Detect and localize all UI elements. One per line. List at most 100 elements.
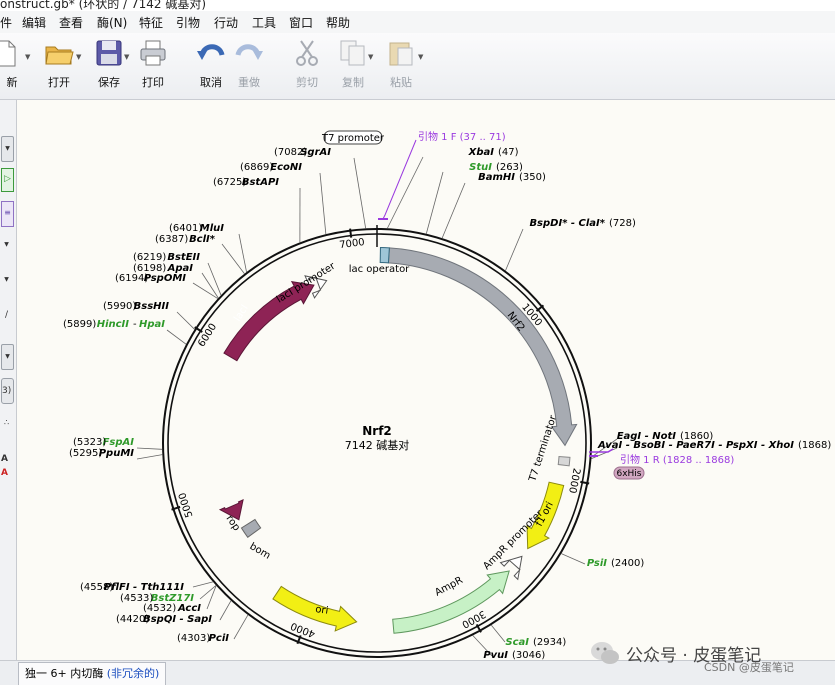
paste-button[interactable]: 粘贴 [382, 38, 420, 90]
enzyme-set-text: 独一 6+ 内切酶 [25, 667, 107, 680]
lac-operator-feature[interactable] [380, 248, 389, 263]
enzyme-leader-line [354, 158, 366, 228]
menu-window[interactable]: 窗口 [289, 14, 313, 31]
enzyme-pcii[interactable]: PciI [209, 633, 230, 644]
primer-r-label[interactable]: 引物 1 R (1828 .. 1868) [620, 453, 734, 466]
enzyme-bspqi[interactable]: BspQI - SapI [143, 614, 212, 625]
enzyme-bsshii-pos: (5990) [103, 301, 136, 312]
enzyme-leader-line [442, 183, 465, 238]
floppy-disk-icon [94, 38, 124, 68]
enzyme-psii[interactable]: PsiI [587, 558, 607, 569]
side-more-icon[interactable]: ∴ [1, 418, 12, 427]
primer-f-leader [383, 140, 416, 219]
enzyme-xbai[interactable]: XbaI [468, 147, 495, 158]
watermark-sub: CSDN @皮蛋笔记 [704, 659, 794, 675]
menu-features[interactable]: 特征 [139, 14, 163, 31]
enzyme-leader-line [193, 582, 213, 587]
tick-label: 6000 [196, 322, 219, 349]
enzyme-bsteii[interactable]: BstEII [167, 252, 200, 263]
side-dropdown-icon-2[interactable]: ▼ [1, 344, 14, 370]
enzyme-fspai-pos: (5323) [73, 437, 106, 448]
redo-button[interactable]: 重做 [230, 38, 268, 90]
scissors-icon [292, 38, 322, 68]
open-dropdown-icon[interactable]: ▼ [76, 53, 81, 61]
new-dropdown-icon[interactable]: ▼ [25, 53, 30, 61]
enzyme-set-tab[interactable]: 独一 6+ 内切酶 (非冗余的) [18, 662, 166, 685]
map-name: Nrf2 [362, 424, 392, 438]
menu-enzymes[interactable]: 酶(N) [97, 14, 127, 31]
enzyme-bamhi-pos: (350) [519, 172, 546, 183]
enzyme-pflfi-pos: (4558) [80, 582, 113, 593]
side-arrow-icon-1[interactable]: ▼ [1, 241, 12, 248]
enzyme-hpai[interactable]: HpaI [139, 319, 165, 330]
bom-feature[interactable] [241, 519, 260, 537]
enzyme-scai[interactable]: ScaI [505, 637, 529, 648]
t7-promoter-label: T7 promoter [321, 133, 385, 144]
primer-f-label[interactable]: 引物 1 F (37 .. 71) [418, 130, 506, 143]
primer-tool-icon[interactable]: ≡ [1, 201, 14, 227]
enzyme-sgrai-pos: (7082) [274, 147, 307, 158]
menu-actions[interactable]: 行动 [214, 14, 238, 31]
enzyme-leader-line [137, 448, 162, 449]
menu-tools[interactable]: 工具 [252, 14, 276, 31]
copy-button[interactable]: 复制 [334, 38, 372, 90]
enzyme-pspomi[interactable]: PspOMI [144, 273, 187, 284]
enzyme-acci[interactable]: AccI [177, 603, 201, 614]
copy-icon [338, 38, 368, 68]
new-button[interactable]: 新 [0, 38, 24, 90]
open-button[interactable]: 打开 [36, 38, 82, 90]
font-color-icon-a[interactable]: A [1, 468, 12, 478]
redo-icon [234, 38, 264, 68]
menu-primers[interactable]: 引物 [176, 14, 200, 31]
enzyme-bcli[interactable]: BclI* [189, 234, 216, 245]
t7-terminator-feature[interactable] [558, 457, 570, 466]
his-tag-label: 6xHis [616, 469, 641, 479]
enzyme-econi[interactable]: EcoNI [270, 162, 302, 173]
save-dropdown-icon[interactable]: ▼ [124, 53, 129, 61]
enzyme-bsshii[interactable]: BssHII [134, 301, 170, 312]
side-button[interactable]: 3) [1, 378, 14, 404]
cut-button[interactable]: 剪切 [288, 38, 326, 90]
enzyme-leader-line [426, 172, 443, 234]
enzyme-pcii-pos: (4303) [177, 633, 210, 644]
pen-icon[interactable]: ∕ [1, 310, 12, 320]
enzyme-fspai[interactable]: FspAI [103, 437, 135, 448]
enzyme-bspdi[interactable]: BspDI* - ClaI* [529, 218, 605, 229]
enzyme-leader-line [137, 455, 162, 459]
menu-edit[interactable]: 编辑 [22, 14, 46, 31]
print-button[interactable]: 打印 [134, 38, 172, 90]
enzyme-leader-line [222, 244, 244, 274]
save-button[interactable]: 保存 [86, 38, 132, 90]
enzyme-hincii-pos: (5899) [63, 319, 96, 330]
side-dropdown-icon[interactable]: ▼ [1, 136, 14, 162]
enzyme-leader-line [167, 330, 186, 344]
enzyme-psii-pos: (2400) [611, 558, 644, 569]
menu-help[interactable]: 帮助 [326, 14, 350, 31]
window-title: onstruct.gb* (环状的 / 7142 碱基对) [0, 0, 206, 11]
enzyme-leader-line [387, 157, 423, 228]
enzyme-ppumi[interactable]: PpuMI [99, 448, 135, 459]
menu-view[interactable]: 查看 [59, 14, 83, 31]
play-icon[interactable]: ▷ [1, 168, 14, 192]
enzyme-pvui[interactable]: PvuI [483, 650, 508, 660]
watermark: 公众号 · 皮蛋笔记 CSDN @皮蛋笔记 [590, 637, 830, 667]
paste-dropdown-icon[interactable]: ▼ [418, 53, 423, 61]
enzyme-hincii[interactable]: HincII [97, 319, 130, 330]
copy-dropdown-icon[interactable]: ▼ [368, 53, 373, 61]
enzyme-bamhi[interactable]: BamHI [478, 172, 515, 183]
menu-file[interactable]: 件 [0, 14, 12, 31]
enzyme-bstapi-pos: (6725) [213, 177, 246, 188]
enzyme-leader-line [202, 273, 218, 298]
enzyme-bstapi[interactable]: BstAPI [242, 177, 279, 188]
enzyme-mlui[interactable]: MluI [200, 223, 224, 234]
undo-button[interactable]: 取消 [192, 38, 230, 90]
map-size: 7142 碱基对 [345, 438, 410, 452]
undo-icon [196, 38, 226, 68]
ampr-label: AmpR [433, 575, 465, 599]
side-arrow-icon-2[interactable]: ▼ [1, 276, 12, 283]
font-icon-a[interactable]: A [1, 454, 12, 464]
clipboard-icon [386, 38, 416, 68]
enzyme-pflfi[interactable]: PflFI - Tth111I [104, 582, 184, 593]
enzyme-aval[interactable]: AvaI - BsoBI - PaeR7I - PspXI - XhoI [597, 440, 794, 451]
